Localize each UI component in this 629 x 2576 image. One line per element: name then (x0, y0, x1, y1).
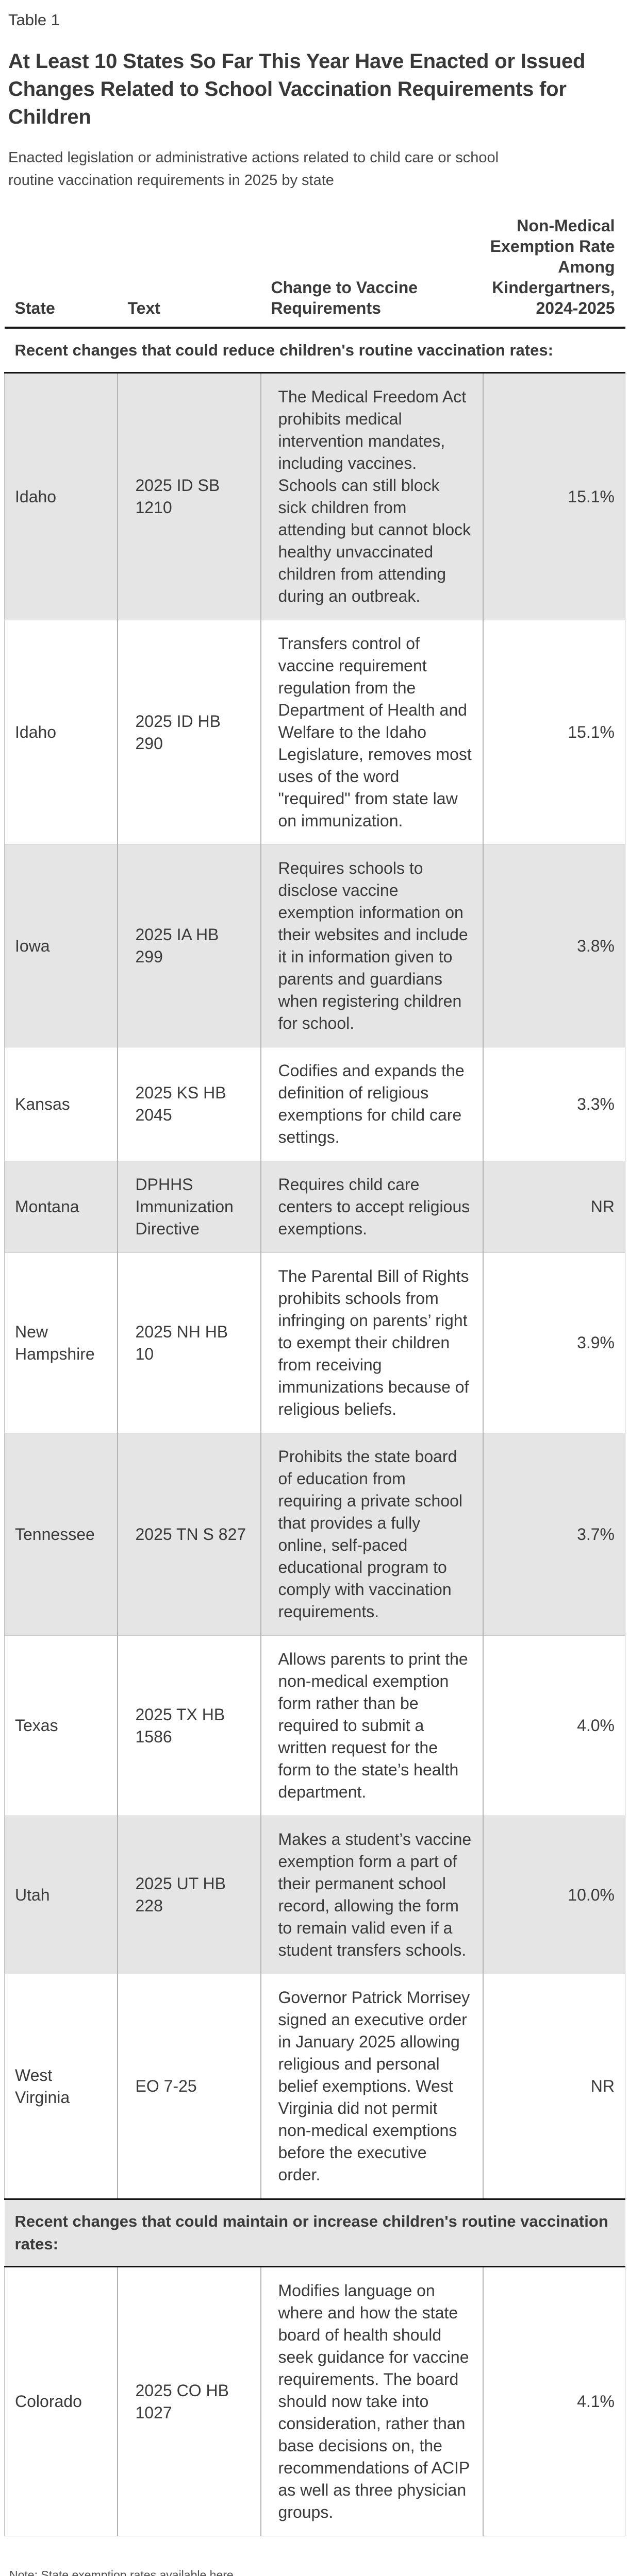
state-cell: Tennessee (4, 1433, 118, 1636)
state-cell: Texas (4, 1635, 118, 1816)
change-cell: Requires child care centers to accept re… (260, 1161, 483, 1253)
text-cell: EO 7-25 (117, 1974, 261, 2199)
table-row: Tennessee 2025 TN S 827 Prohibits the stat… (4, 1433, 625, 1636)
state-cell: New Hampshire (4, 1252, 118, 1433)
rate-cell: 3.8% (482, 844, 625, 1047)
rate-cell: NR (482, 1974, 625, 2199)
change-cell: Modifies language on where and how the s… (260, 2266, 483, 2536)
column-header-change: Change to Vaccine Requirements (260, 215, 483, 329)
state-cell: Iowa (4, 844, 118, 1047)
state-cell: Utah (4, 1816, 118, 1974)
note-source-block: Note: State exemption rates available he… (9, 2564, 339, 2576)
text-cell: DPHHS Immunization Directive (117, 1161, 261, 1253)
change-cell: Prohibits the state board of education f… (260, 1433, 483, 1636)
rate-cell: 4.0% (482, 1635, 625, 1816)
rate-cell: 3.7% (482, 1433, 625, 1636)
table-row: Texas 2025 TX HB 1586 Allows parents to pr… (4, 1635, 625, 1816)
page-subtitle: Enacted legislation or administrative ac… (8, 149, 499, 189)
section-header-label: Recent changes that could reduce childre… (4, 327, 625, 374)
change-cell: The Medical Freedom Act prohibits medica… (260, 372, 483, 620)
table-number-label: Table 1 (8, 11, 60, 29)
rate-cell: 3.9% (482, 1252, 625, 1433)
table-row: New Hampshire 2025 NH HB 10 The Parental B… (4, 1252, 625, 1433)
state-cell: Idaho (4, 372, 118, 620)
rate-cell: NR (482, 1161, 625, 1253)
rate-cell: 15.1% (482, 372, 625, 620)
table-row: Idaho 2025 ID HB 290 Transfers control of … (4, 620, 625, 845)
page-title: At Least 10 States So Far This Year Have… (8, 50, 586, 128)
text-cell: 2025 ID SB 1210 (117, 372, 261, 620)
text-cell: 2025 KS HB 2045 (117, 1047, 261, 1161)
text-cell: 2025 UT HB 228 (117, 1816, 261, 1974)
rate-cell: 15.1% (482, 620, 625, 845)
section-header-row: Recent changes that could reduce childre… (4, 327, 625, 374)
change-cell: Transfers control of vaccine requirement… (260, 620, 483, 845)
vaccination-changes-table: State Text Change to Vaccine Requirements N… (4, 215, 625, 2536)
table-row: Kansas 2025 KS HB 2045 Codifies and expand… (4, 1047, 625, 1161)
column-header-text: Text (117, 215, 261, 329)
table-row: West Virginia EO 7-25 Governor Patrick Mor… (4, 1974, 625, 2199)
change-cell: Makes a student’s vaccine exemption form… (260, 1816, 483, 1974)
table-row: Montana DPHHS Immunization Directive Requi… (4, 1161, 625, 1253)
figure-footer: Note: State exemption rates available he… (9, 2564, 620, 2576)
change-cell: Allows parents to print the non-medical … (260, 1635, 483, 1816)
state-cell: Kansas (4, 1047, 118, 1161)
rate-cell: 4.1% (482, 2266, 625, 2536)
change-cell: Codifies and expands the definition of r… (260, 1047, 483, 1161)
text-cell: 2025 NH HB 10 (117, 1252, 261, 1433)
text-cell: 2025 ID HB 290 (117, 620, 261, 845)
section-header-label: Recent changes that could maintain or in… (4, 2198, 625, 2267)
column-header-rate: Non-Medical Exemption Rate Among Kinderg… (483, 215, 625, 329)
table-row: Colorado 2025 CO HB 1027 Modifies language… (4, 2266, 625, 2536)
text-cell: 2025 TX HB 1586 (117, 1635, 261, 1816)
column-header-state: State (4, 215, 118, 329)
state-cell: West Virginia (4, 1974, 118, 2199)
table-row: Utah 2025 UT HB 228 Makes a student’s vacc… (4, 1816, 625, 1974)
change-cell: The Parental Bill of Rights prohibits sc… (260, 1252, 483, 1433)
text-cell: 2025 TN S 827 (117, 1433, 261, 1636)
table-row: Idaho 2025 ID SB 1210 The Medical Freedom … (4, 372, 625, 620)
text-cell: 2025 CO HB 1027 (117, 2266, 261, 2536)
table-row: Iowa 2025 IA HB 299 Requires schools to di… (4, 844, 625, 1047)
note-text: Note: State exemption rates available he… (9, 2568, 237, 2576)
change-cell: Governor Patrick Morrisey signed an exec… (260, 1974, 483, 2199)
text-cell: 2025 IA HB 299 (117, 844, 261, 1047)
change-cell: Requires schools to disclose vaccine exe… (260, 844, 483, 1047)
state-cell: Idaho (4, 620, 118, 845)
state-cell: Montana (4, 1161, 118, 1253)
state-cell: Colorado (4, 2266, 118, 2536)
rate-cell: 3.3% (482, 1047, 625, 1161)
column-header-row: State Text Change to Vaccine Requirements N… (4, 215, 625, 329)
rate-cell: 10.0% (482, 1816, 625, 1974)
section-header-row: Recent changes that could maintain or in… (4, 2198, 625, 2267)
